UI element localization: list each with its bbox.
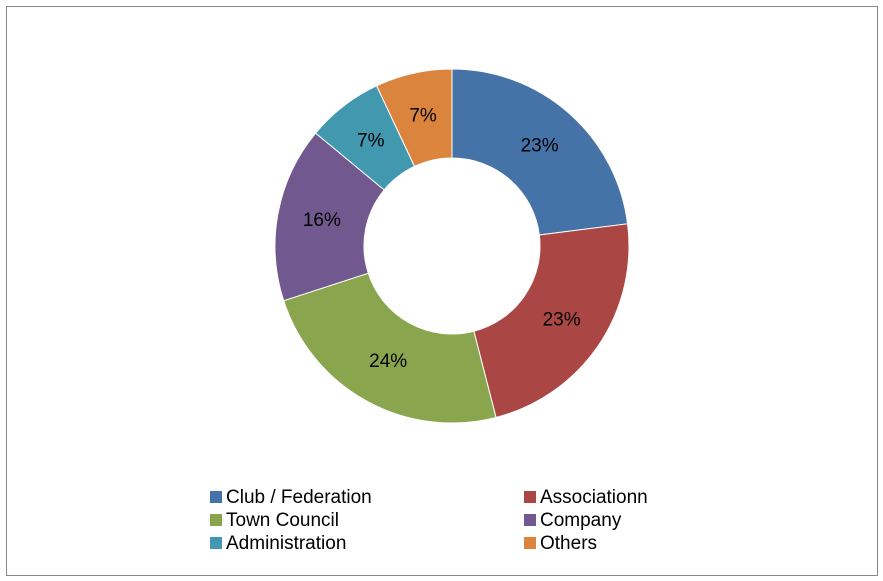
legend-label: Club / Federation — [226, 487, 372, 508]
donut-slice — [451, 68, 629, 236]
legend-label: Town Council — [226, 510, 339, 531]
data-label: 23% — [543, 309, 581, 330]
data-label: 7% — [357, 130, 385, 151]
legend-label: Associationn — [540, 487, 648, 508]
data-label: 23% — [521, 136, 559, 157]
donut-slice — [283, 272, 497, 424]
donut-slice — [375, 68, 453, 168]
legend-swatch — [210, 537, 222, 549]
legend-label: Company — [540, 510, 622, 531]
data-label: 24% — [369, 351, 407, 372]
legend-label: Others — [540, 533, 597, 554]
donut-slice — [274, 132, 385, 302]
legend-swatch — [524, 514, 536, 526]
legend-swatch — [210, 514, 222, 526]
legend-label: Administration — [226, 533, 346, 554]
legend-swatch — [524, 491, 536, 503]
legend-swatch — [524, 537, 536, 549]
donut-slice — [473, 223, 630, 419]
data-label: 16% — [303, 210, 341, 231]
data-label: 7% — [409, 106, 437, 127]
legend-swatch — [210, 491, 222, 503]
